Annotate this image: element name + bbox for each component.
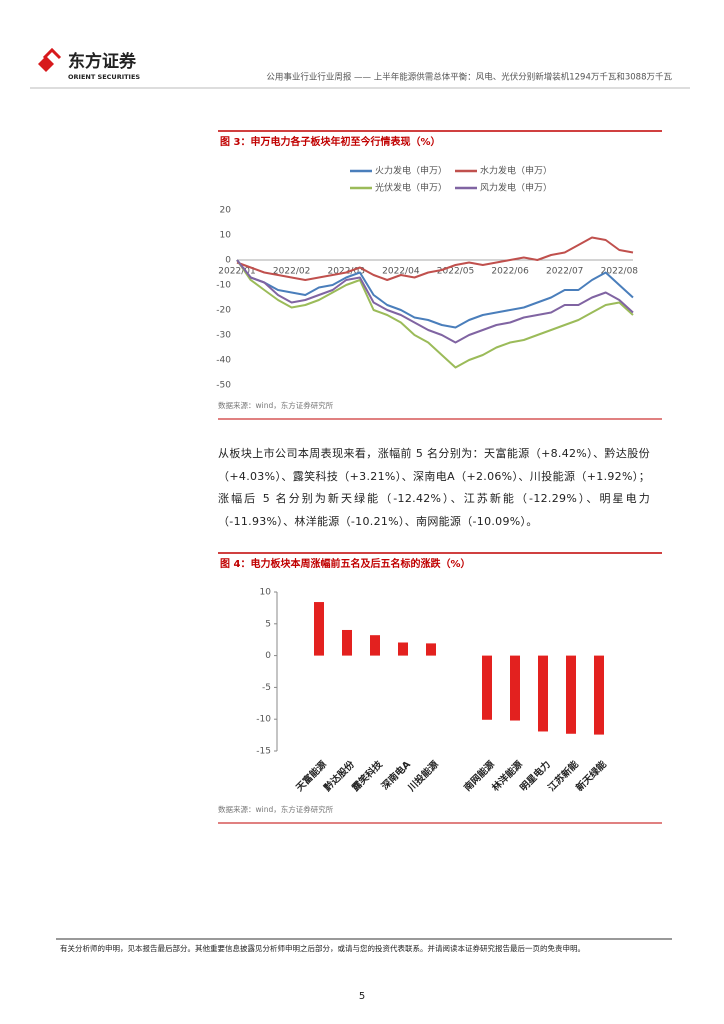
line-series: [236, 259, 634, 344]
y-tick-label: -30: [216, 331, 231, 341]
header-title: 公用事业行业行业周报 —— 上半年能源供需总体平衡：风电、光伏分别新增装机129…: [266, 72, 672, 83]
y-tick-label: 10: [260, 588, 272, 598]
figure-title: 图 3：申万电力各子板块年初至今行情表现（%）: [220, 135, 440, 148]
figure-source: 数据来源：wind，东方证券研究所: [218, 804, 334, 814]
bar: [370, 635, 380, 656]
y-tick-label: 10: [220, 231, 232, 241]
page-number: 5: [359, 991, 365, 1002]
x-tick-label: 2022/06: [491, 267, 529, 277]
logo-subtext: ORIENT SECURITIES: [68, 73, 140, 81]
bar: [314, 602, 324, 656]
bar: [426, 643, 436, 656]
y-tick-label: 5: [265, 619, 271, 629]
y-tick-label: -40: [216, 356, 231, 366]
bar: [398, 642, 408, 656]
y-tick-label: 0: [265, 651, 271, 661]
bar: [594, 655, 604, 735]
x-tick-label: 2022/07: [546, 267, 583, 277]
legend-label: 光伏发电（申万）: [375, 182, 447, 194]
x-tick-label: 川投能源: [405, 758, 441, 794]
bar: [538, 655, 548, 732]
line-series: [236, 259, 634, 369]
logo-text: 东方证券: [68, 51, 137, 72]
figure-title: 图 4：电力板块本周涨幅前五名及后五名标的涨跌（%）: [220, 557, 470, 570]
y-tick-label: -20: [216, 306, 231, 316]
x-tick-label: 2022/04: [382, 267, 420, 277]
x-tick-label: 2022/08: [601, 267, 639, 277]
x-tick-label: 新天绿能: [574, 758, 610, 794]
y-tick-label: -10: [256, 715, 271, 725]
x-tick-label: 露笑科技: [350, 758, 386, 794]
footer-note: 有关分析师的申明，见本报告最后部分。其他重要信息披露见分析师申明之后部分，或请与…: [60, 943, 585, 953]
y-tick-label: -5: [262, 683, 271, 693]
y-tick-label: -15: [256, 747, 271, 757]
bar: [566, 655, 576, 734]
y-tick-label: -10: [216, 281, 231, 291]
y-tick-label: 20: [220, 206, 232, 216]
y-tick-label: -50: [216, 381, 231, 391]
logo-icon: [38, 47, 62, 72]
line-series: [236, 259, 634, 329]
bar: [482, 655, 492, 720]
x-tick-label: 2022/05: [437, 267, 474, 277]
figure-source: 数据来源：wind，东方证券研究所: [218, 400, 334, 410]
y-tick-label: 0: [225, 256, 231, 266]
bar: [510, 655, 520, 721]
legend-label: 火力发电（申万）: [375, 165, 447, 177]
x-tick-label: 黔达股份: [321, 758, 357, 794]
legend-label: 水力发电（申万）: [480, 165, 552, 177]
x-tick-label: 2022/02: [273, 267, 310, 277]
body-paragraph: 从板块上市公司本周表现来看，涨幅前 5 名分别为：天富能源（+8.42%）、黔达…: [218, 447, 650, 528]
x-tick-label: 2022/01: [218, 267, 255, 277]
bar: [342, 629, 352, 656]
line-series: [236, 236, 634, 281]
legend-label: 风力发电（申万）: [480, 182, 552, 194]
